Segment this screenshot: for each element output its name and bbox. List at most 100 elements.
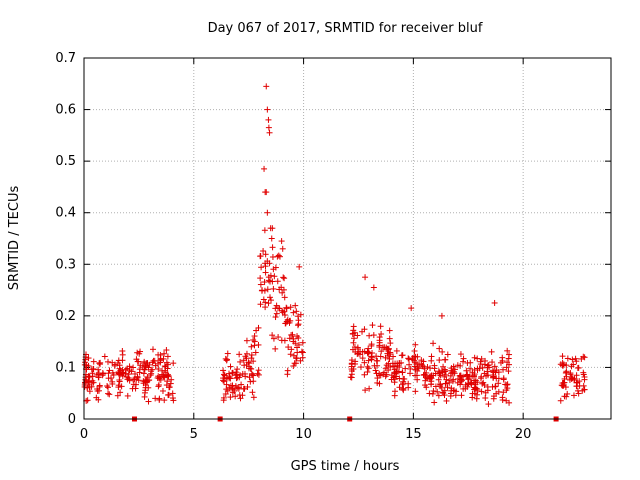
data-point: [351, 335, 358, 342]
data-point: [480, 379, 487, 386]
data-point: [251, 342, 258, 349]
data-point: [421, 363, 428, 370]
data-point: [281, 312, 288, 319]
data-point: [570, 392, 577, 399]
data-point: [236, 392, 243, 399]
data-point: [165, 391, 172, 398]
data-point: [373, 353, 380, 360]
data-point: [93, 394, 100, 401]
data-point: [443, 376, 450, 383]
data-point: [266, 260, 273, 267]
x-tick-label: 5: [190, 427, 198, 442]
data-point: [441, 387, 448, 394]
data-point: [161, 350, 168, 357]
data-point: [576, 382, 583, 389]
data-point: [220, 397, 227, 404]
data-point: [272, 264, 279, 271]
data-point: [257, 252, 264, 259]
data-point: [264, 286, 271, 293]
data-point: [464, 359, 471, 366]
data-point: [369, 322, 376, 329]
data-point: [361, 359, 368, 366]
data-point: [386, 351, 393, 358]
data-point: [349, 330, 356, 337]
data-point: [268, 235, 275, 242]
data-point: [290, 352, 297, 359]
data-point: [290, 309, 297, 316]
data-point: [250, 394, 257, 401]
data-point: [457, 373, 464, 380]
data-point: [444, 351, 451, 358]
data-point: [161, 363, 168, 370]
data-point: [378, 348, 385, 355]
x-axis-title: GPS time / hours: [291, 459, 400, 474]
data-point: [170, 360, 177, 367]
data-point: [293, 355, 300, 362]
data-point: [469, 369, 476, 376]
data-point: [299, 339, 306, 346]
data-point: [170, 397, 177, 404]
y-tick-label: 0.2: [55, 309, 76, 324]
data-point: [564, 355, 571, 362]
data-point: [426, 376, 433, 383]
data-point: [422, 377, 429, 384]
data-point: [504, 359, 511, 366]
data-point: [427, 372, 434, 379]
data-point: [124, 392, 131, 399]
data-point: [295, 341, 302, 348]
data-point: [136, 350, 143, 357]
data-point: [159, 387, 166, 394]
data-point: [155, 383, 162, 390]
data-point: [262, 269, 269, 276]
data-point: [155, 351, 162, 358]
data-point: [476, 365, 483, 372]
data-point: [478, 373, 485, 380]
data-point: [284, 367, 291, 374]
data-point: [265, 300, 272, 307]
data-point: [376, 342, 383, 349]
data-point: [435, 376, 442, 383]
data-point: [443, 397, 450, 404]
data-point: [156, 395, 163, 402]
data-point: [376, 370, 383, 377]
data-point: [464, 371, 471, 378]
data-point: [99, 372, 106, 379]
data-point: [117, 389, 124, 396]
data-point: [265, 116, 272, 123]
data-point: [429, 390, 436, 397]
data-point: [245, 359, 252, 366]
data-point: [349, 346, 356, 353]
data-point: [401, 375, 408, 382]
data-point: [284, 318, 291, 325]
data-point: [104, 382, 111, 389]
data-point: [356, 351, 363, 358]
data-point: [383, 362, 390, 369]
data-point: [290, 338, 297, 345]
data-point: [287, 317, 294, 324]
data-point: [257, 281, 264, 288]
x-tick-label: 20: [515, 427, 532, 442]
data-point: [270, 285, 277, 292]
data-point: [286, 335, 293, 342]
data-point: [366, 385, 373, 392]
data-point: [409, 355, 416, 362]
data-point: [251, 333, 258, 340]
data-point: [361, 326, 368, 333]
data-point: [272, 305, 279, 312]
data-point: [438, 312, 445, 319]
grid-lines: [84, 58, 611, 419]
data-point: [263, 189, 270, 196]
data-point: [428, 381, 435, 388]
data-point: [221, 378, 228, 385]
data-point: [460, 358, 467, 365]
data-point: [244, 383, 251, 390]
data-point: [491, 363, 498, 370]
data-point: [467, 379, 474, 386]
plot-frame: [83, 57, 612, 420]
y-tick-label: 0.3: [55, 257, 76, 272]
data-point: [281, 275, 288, 282]
data-point: [269, 244, 276, 251]
data-point: [559, 353, 566, 360]
data-point: [449, 378, 456, 385]
